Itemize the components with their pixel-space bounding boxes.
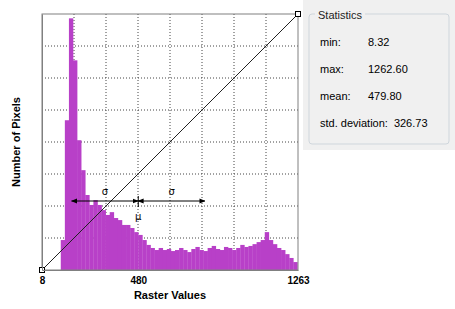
histogram-bar <box>228 248 232 270</box>
annotation: σ <box>168 186 175 197</box>
x-axis: 8 480 1263 <box>40 270 310 286</box>
mean-marker <box>138 196 139 207</box>
histogram-bar <box>151 248 155 270</box>
stat-label: std. deviation: <box>320 117 388 129</box>
histogram-bar <box>146 245 150 270</box>
histogram-bar <box>126 225 130 270</box>
histogram-bar <box>204 251 208 270</box>
histogram-bar <box>114 218 118 270</box>
stretch-handle[interactable] <box>296 12 301 17</box>
annotation: σ <box>102 186 109 197</box>
histogram-bar <box>265 232 269 270</box>
y-axis-line <box>42 15 43 271</box>
stat-value: 326.73 <box>394 117 428 129</box>
histogram-bar <box>236 248 240 270</box>
annotations: σ σ μ <box>72 186 205 222</box>
histogram-bar <box>93 200 97 270</box>
histogram-bar <box>240 245 244 270</box>
histogram-bar <box>118 220 122 270</box>
histogram-bar <box>224 247 228 270</box>
histogram-bar <box>163 250 167 270</box>
histogram-bar <box>106 215 110 270</box>
histogram-bar <box>191 249 195 270</box>
y-axis-title: Number of Pixels <box>10 97 22 187</box>
grid-line <box>42 46 298 47</box>
histogram-bar <box>199 250 203 270</box>
sigma-arrow <box>72 201 139 202</box>
sigma-arrow <box>138 201 205 202</box>
x-axis-title: Raster Values <box>134 289 206 301</box>
histogram-bar <box>183 250 187 270</box>
plot-frame <box>42 14 298 270</box>
annotation: μ <box>135 211 142 222</box>
histogram-bar <box>285 254 289 270</box>
histogram-bar <box>232 250 236 270</box>
histogram-bar <box>208 248 212 270</box>
bars <box>61 18 298 270</box>
grid-line <box>266 14 267 270</box>
stat-label: mean: <box>320 90 351 102</box>
histogram-bar <box>244 247 248 270</box>
stat-value: 8.32 <box>368 36 389 48</box>
histogram-bar <box>220 250 224 270</box>
grid <box>42 14 298 270</box>
tick: 1263 <box>287 270 310 286</box>
histogram-bar <box>69 18 73 270</box>
histogram-bar <box>130 228 134 270</box>
histogram-bar <box>175 250 179 270</box>
stat-label: min: <box>320 36 341 48</box>
group-box <box>309 14 449 144</box>
stretch-line <box>42 14 298 270</box>
histogram-bar <box>187 252 191 270</box>
panel-title: Statistics <box>318 9 363 21</box>
x-axis-line <box>43 270 299 271</box>
stat-value: 1262.60 <box>368 63 408 75</box>
histogram-bar <box>155 250 159 270</box>
panel-background <box>303 0 455 150</box>
histogram-bar <box>122 225 126 270</box>
histogram-bar <box>281 250 285 270</box>
y-axis <box>42 15 43 271</box>
histogram-bar <box>261 240 265 270</box>
histogram-bar <box>159 248 163 270</box>
stat-value: 479.80 <box>368 90 402 102</box>
histogram-bar <box>142 240 146 270</box>
histogram-bar <box>110 212 114 270</box>
tick-label: 480 <box>130 275 147 286</box>
grid-line <box>202 14 203 270</box>
histogram-bar <box>248 246 252 270</box>
histogram-bar <box>289 258 293 270</box>
stat-label: max: <box>320 63 344 75</box>
tick: 8 <box>40 270 46 286</box>
histogram-bar <box>85 195 89 270</box>
histogram-bar <box>89 205 93 270</box>
histogram-bar <box>253 244 257 270</box>
histogram-bar <box>134 232 138 270</box>
histogram-bar <box>171 251 175 270</box>
histogram-bar <box>179 248 183 270</box>
histogram-bar <box>212 246 216 270</box>
histogram-bar <box>269 240 273 270</box>
histogram-bar <box>273 244 277 270</box>
histogram-bar <box>61 240 65 270</box>
histogram-bar <box>195 247 199 270</box>
tick: 480 <box>130 270 147 286</box>
histogram-bar <box>293 262 297 270</box>
histogram-bar <box>81 170 85 270</box>
histogram-bar <box>257 242 261 270</box>
histogram-bar <box>138 235 142 270</box>
grid-line <box>234 14 235 270</box>
histogram-bar <box>77 140 81 270</box>
tick-label: 1263 <box>287 275 310 286</box>
histogram-bar <box>97 205 101 270</box>
histogram-bar <box>167 249 171 270</box>
statistics-panel: Statistics min: 8.32 max: 1262.60 mean: 479.80… <box>303 0 455 150</box>
histogram-bar <box>65 120 69 270</box>
tick-label: 8 <box>40 275 46 286</box>
histogram-bar <box>277 248 281 270</box>
histogram-bar <box>216 249 220 270</box>
histogram-bar <box>102 210 106 270</box>
